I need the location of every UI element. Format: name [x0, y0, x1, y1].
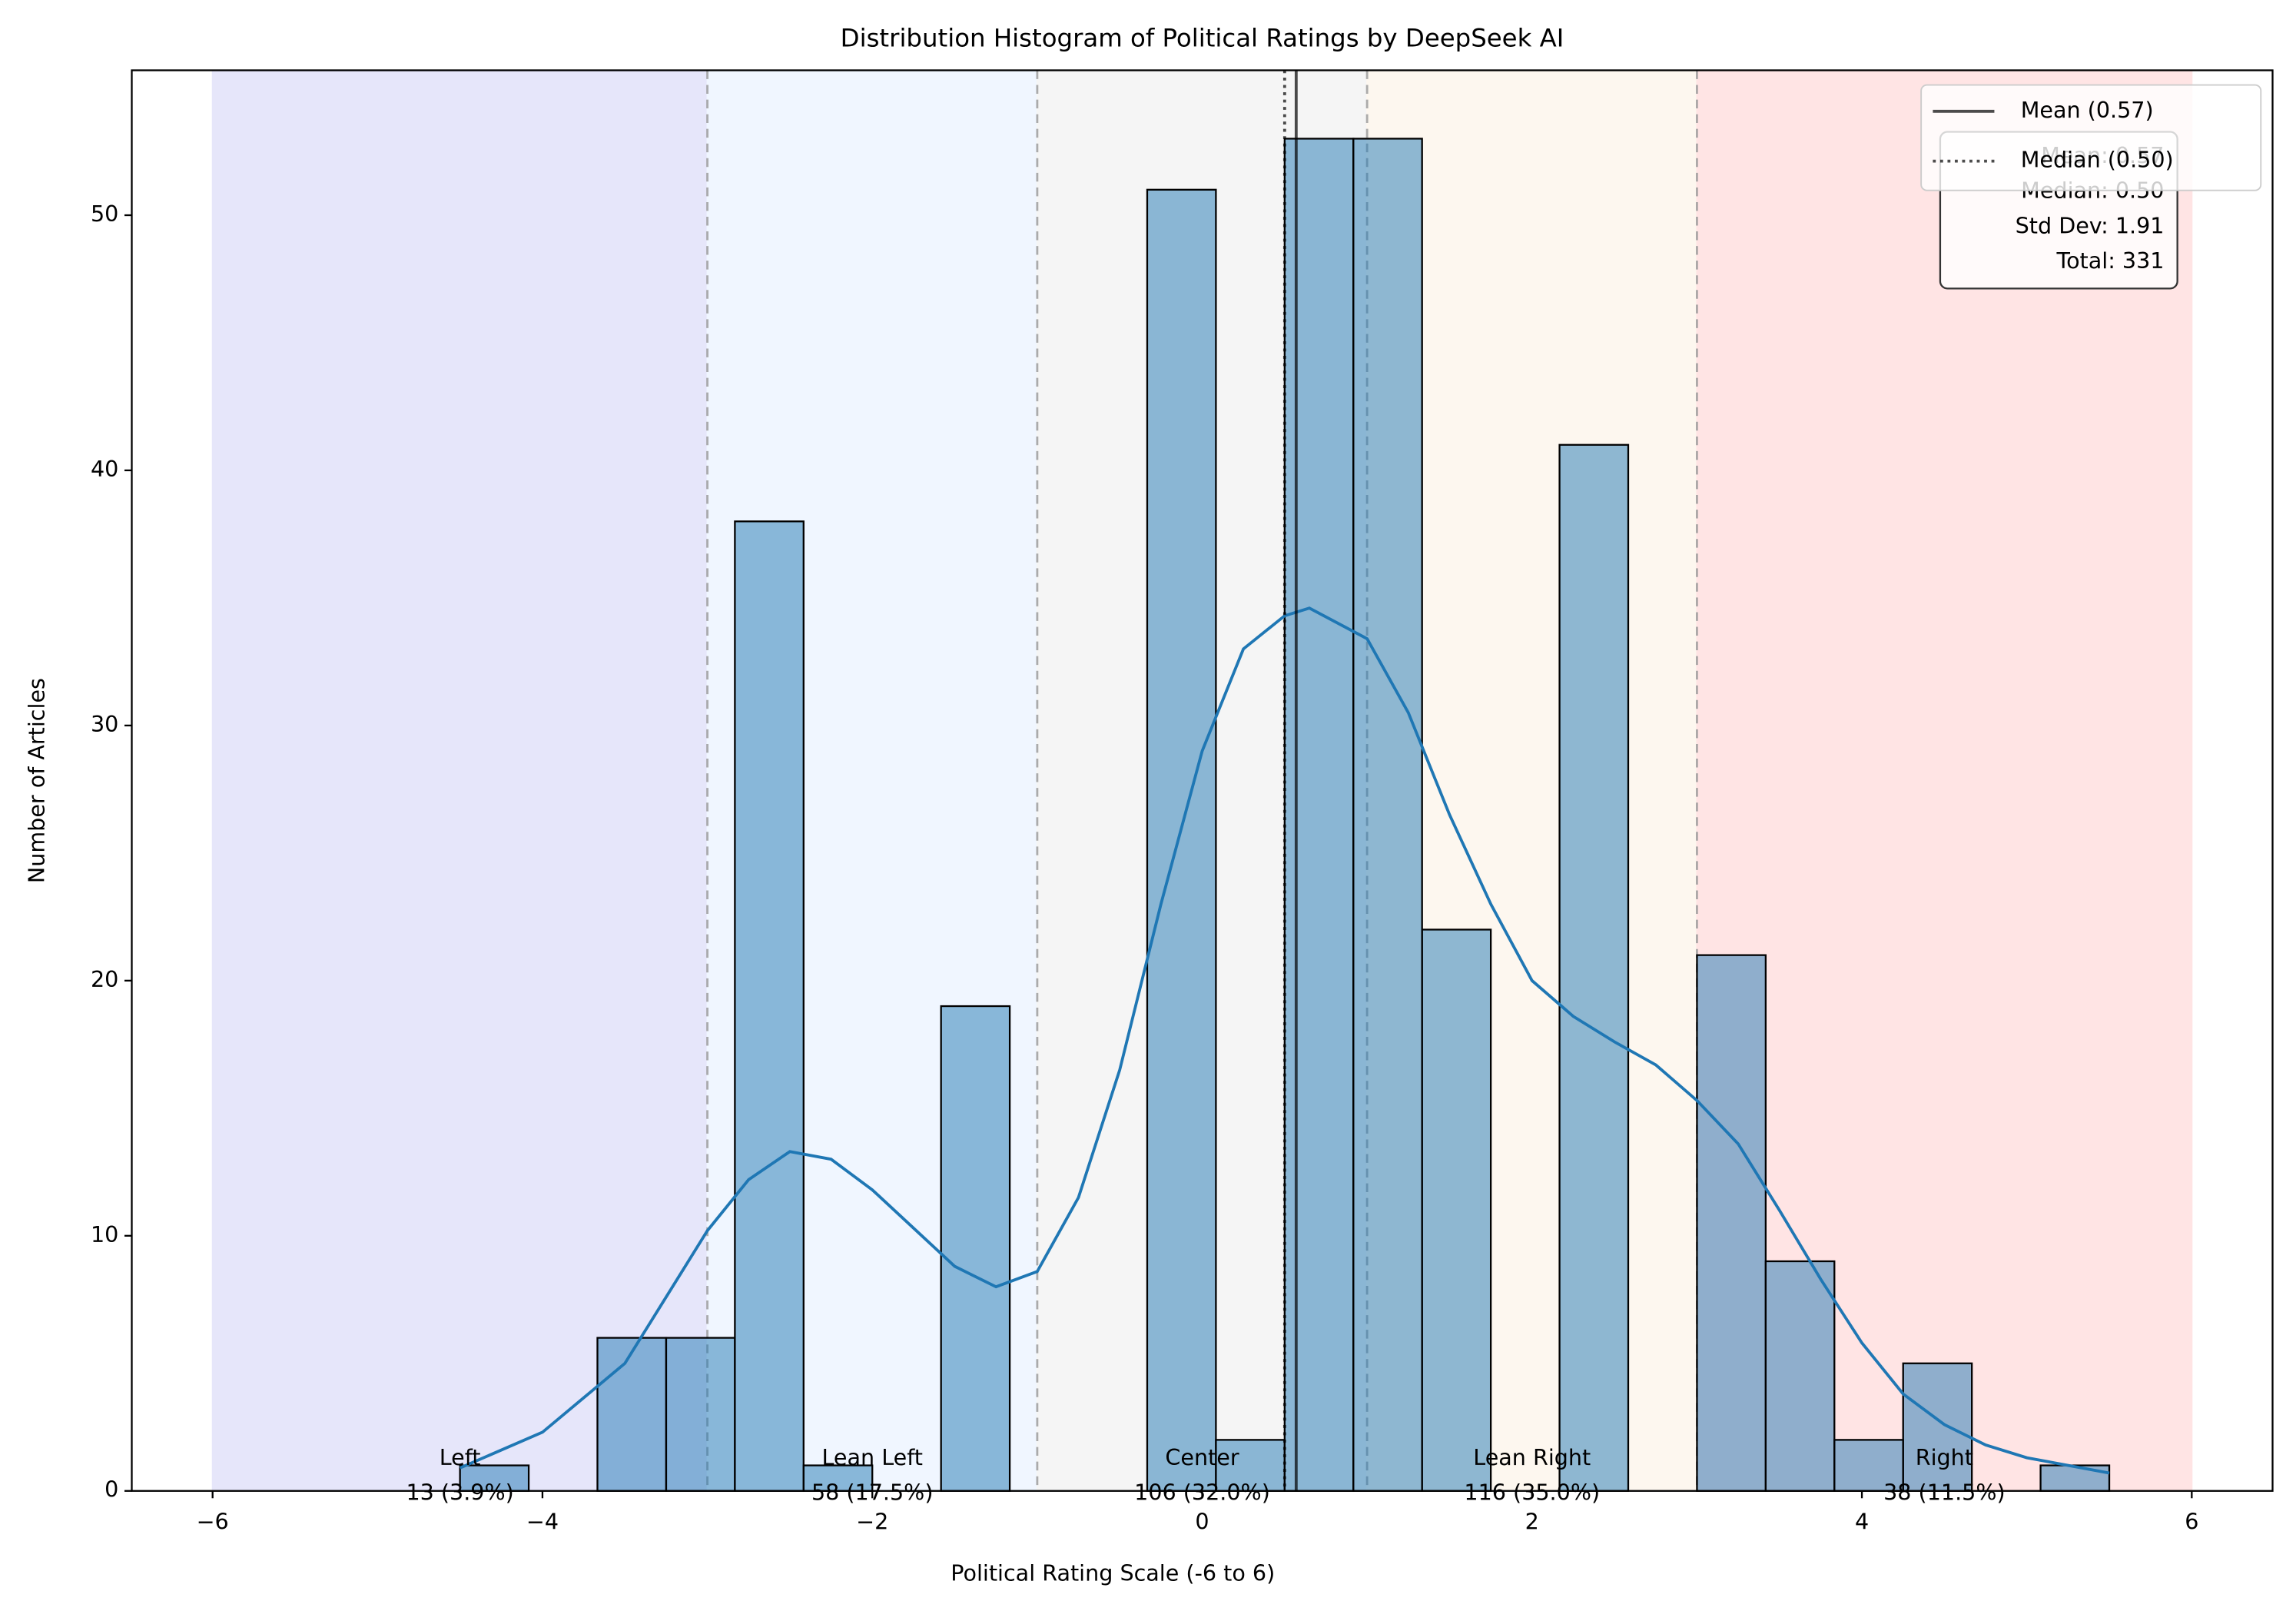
- legend-label: Median (0.50): [2021, 147, 2174, 173]
- bar-fill: [1696, 954, 1767, 1492]
- bar-fill: [665, 1337, 736, 1492]
- x-tick-label: −4: [526, 1509, 559, 1535]
- bar-fill: [2039, 1464, 2111, 1492]
- region-band: [211, 69, 708, 1492]
- x-axis-label: Political Rating Scale (-6 to 6): [951, 1560, 1275, 1586]
- y-tick-label: 20: [91, 966, 118, 992]
- bar-fill: [734, 520, 805, 1492]
- y-tick-label: 0: [105, 1476, 118, 1503]
- region-count: 38 (11.5%): [1883, 1480, 2006, 1506]
- bar-fill: [1558, 443, 1630, 1492]
- bar-fill: [596, 1337, 668, 1492]
- bar-fill: [1764, 1260, 1836, 1492]
- stats-line: Total: 331: [2055, 247, 2164, 274]
- stats-line: Std Dev: 1.91: [2016, 212, 2165, 238]
- chart-title: Distribution Histogram of Political Rati…: [841, 23, 1564, 52]
- x-tick-label: 6: [2185, 1509, 2198, 1535]
- y-tick-label: 10: [91, 1221, 118, 1247]
- kde-line: [459, 606, 2110, 1475]
- bar-fill: [1215, 1439, 1286, 1492]
- bar-fill: [1146, 188, 1217, 1492]
- region-count: 13 (3.9%): [406, 1480, 513, 1506]
- x-tick-label: −2: [856, 1509, 888, 1535]
- x-tick-label: 0: [1195, 1509, 1209, 1535]
- x-tick-label: 4: [1855, 1509, 1869, 1535]
- region-name: Lean Right: [1473, 1444, 1591, 1470]
- bar-fill: [802, 1464, 874, 1492]
- region-band: [1696, 69, 2193, 1492]
- y-tick-label: 50: [91, 201, 118, 227]
- y-axis-label: Number of Articles: [24, 678, 50, 883]
- legend-label: Mean (0.57): [2021, 97, 2154, 123]
- region-name: Lean Left: [821, 1444, 922, 1470]
- y-tick-label: 40: [91, 456, 118, 482]
- bar-fill: [1352, 138, 1423, 1492]
- bar-fill: [940, 1005, 1011, 1492]
- x-tick-label: 2: [1525, 1509, 1539, 1535]
- bar-fill: [1421, 928, 1492, 1492]
- region-name: Center: [1165, 1444, 1239, 1470]
- legend-box: [1920, 84, 2262, 191]
- bar-fill: [1902, 1362, 1973, 1492]
- x-tick-label: −6: [197, 1509, 229, 1535]
- region-name: Left: [440, 1444, 481, 1470]
- y-tick-label: 30: [91, 711, 118, 737]
- region-name: Right: [1916, 1444, 1973, 1470]
